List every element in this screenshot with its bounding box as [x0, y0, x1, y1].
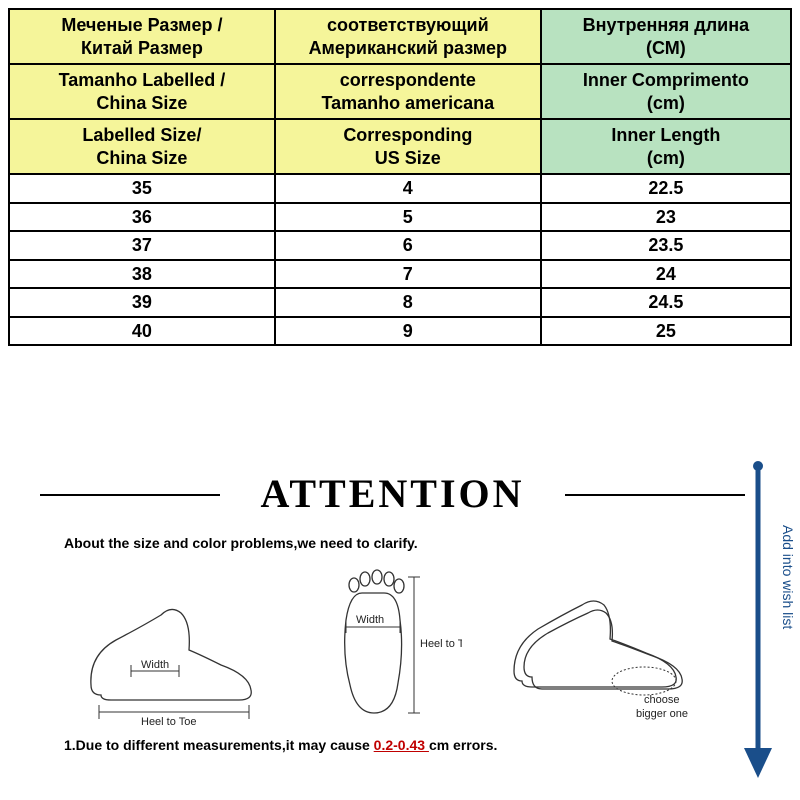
- data-cell: 5: [275, 203, 541, 232]
- data-cell: 39: [9, 288, 275, 317]
- note-error-value: 0.2-0.43: [374, 737, 429, 753]
- data-cell: 23: [541, 203, 791, 232]
- data-cell: 8: [275, 288, 541, 317]
- wishlist-arrow-icon: [738, 460, 778, 780]
- data-cell: 36: [9, 203, 275, 232]
- data-cell: 6: [275, 231, 541, 260]
- data-cell: 23.5: [541, 231, 791, 260]
- foot-compare-diagram-icon: choose bigger one: [504, 585, 714, 725]
- header-cell: Tamanho Labelled /China Size: [9, 64, 275, 119]
- data-cell: 40: [9, 317, 275, 346]
- foot-side-diagram-icon: Width Heel to Toe: [71, 595, 271, 725]
- data-cell: 4: [275, 174, 541, 203]
- data-cell: 9: [275, 317, 541, 346]
- data-cell: 38: [9, 260, 275, 289]
- data-cell: 7: [275, 260, 541, 289]
- foot-diagram-row: Width Heel to Toe Width Heel to Toe: [50, 565, 735, 725]
- header-cell: Меченые Размер /Китай Размер: [9, 9, 275, 64]
- data-cell: 35: [9, 174, 275, 203]
- header-cell: Inner Comprimento(cm): [541, 64, 791, 119]
- note-prefix: 1.Due to different measurements,it may c…: [64, 737, 374, 753]
- header-cell: Inner Length(cm): [541, 119, 791, 174]
- data-cell: 24.5: [541, 288, 791, 317]
- header-cell: соответствующийАмериканский размер: [275, 9, 541, 64]
- attention-section: ATTENTION About the size and color probl…: [40, 470, 745, 753]
- heel-to-toe-label: Heel to Toe: [141, 716, 196, 725]
- note-suffix: cm errors.: [429, 737, 497, 753]
- heel-to-toe-label-2: Heel to Toe: [420, 638, 462, 650]
- width-label-2: Width: [356, 614, 384, 626]
- width-label: Width: [141, 659, 169, 671]
- choose-bigger-label: choose: [644, 694, 679, 706]
- attention-title: ATTENTION: [40, 470, 745, 517]
- header-cell: Внутренняя длина(СМ): [541, 9, 791, 64]
- header-cell: correspondenteTamanho americana: [275, 64, 541, 119]
- attention-subtitle: About the size and color problems,we nee…: [64, 535, 745, 551]
- data-cell: 24: [541, 260, 791, 289]
- data-cell: 25: [541, 317, 791, 346]
- choose-bigger-label-2: bigger one: [636, 708, 688, 720]
- footprint-diagram-icon: Width Heel to Toe: [312, 565, 462, 725]
- wishlist-text[interactable]: Add into wish list: [780, 525, 796, 629]
- size-chart-table: Меченые Размер /Китай Размерсоответствую…: [8, 8, 792, 346]
- header-cell: Labelled Size/China Size: [9, 119, 275, 174]
- data-cell: 22.5: [541, 174, 791, 203]
- measurement-note: 1.Due to different measurements,it may c…: [64, 737, 745, 753]
- header-cell: CorrespondingUS Size: [275, 119, 541, 174]
- data-cell: 37: [9, 231, 275, 260]
